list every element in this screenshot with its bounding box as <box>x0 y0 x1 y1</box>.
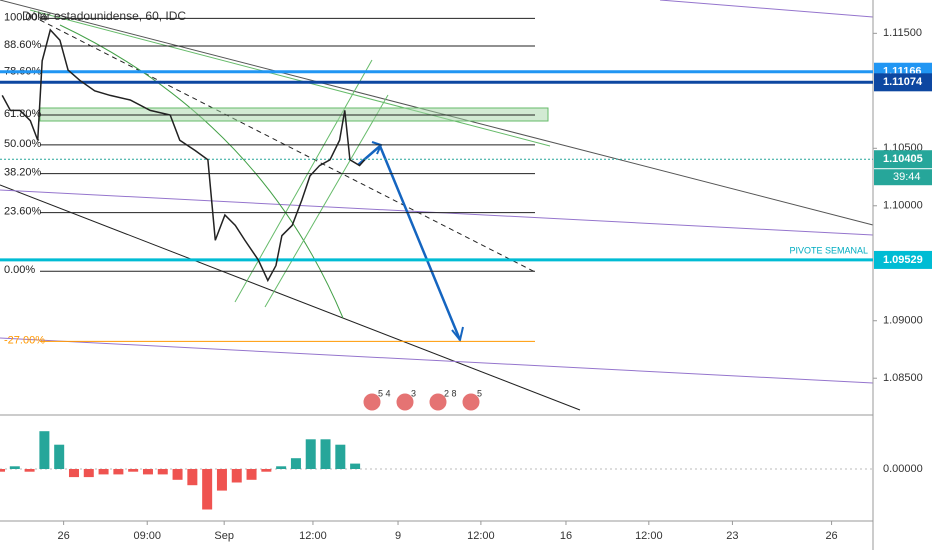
osc-bar <box>276 466 287 469</box>
event-count: 3 <box>411 388 416 398</box>
osc-bar <box>246 469 257 480</box>
event-icon[interactable] <box>461 392 481 412</box>
osc-bar <box>9 466 20 469</box>
fib-label: 50.00% <box>4 138 42 150</box>
y-tick-label: 1.11500 <box>883 27 922 39</box>
price-marker-box <box>874 250 932 269</box>
osc-bar <box>113 469 124 475</box>
osc-bar <box>335 444 346 469</box>
x-tick-label: 16 <box>560 530 572 542</box>
chart-title: Dólar estadounidense, 60, IDC <box>22 9 186 23</box>
x-tick-label: 23 <box>726 530 738 542</box>
osc-bar <box>231 469 242 483</box>
osc-bar <box>68 469 79 478</box>
event-count: 5 <box>477 388 482 398</box>
pivot-label: PIVOTE SEMANAL <box>789 245 868 255</box>
osc-bar <box>261 469 272 472</box>
fib-label: 0.00% <box>4 264 35 276</box>
x-tick-label: 9 <box>395 530 401 542</box>
osc-bar <box>24 469 35 472</box>
y-tick-label: 1.08500 <box>883 372 923 384</box>
countdown: 39:44 <box>893 171 921 183</box>
osc-bar <box>290 458 301 469</box>
osc-bar <box>172 469 183 480</box>
osc-bar <box>98 469 109 475</box>
x-tick-label: Sep <box>214 530 234 542</box>
x-tick-label: 12:00 <box>635 530 663 542</box>
y-tick-label: 1.09000 <box>883 315 923 327</box>
price-marker-label: 1.09529 <box>883 254 923 266</box>
event-count: 5 4 <box>378 388 391 398</box>
countdown-box <box>874 169 932 186</box>
price-marker-box <box>874 73 932 92</box>
y-tick-label: 1.10000 <box>883 200 923 212</box>
fib-label: 88.60% <box>4 39 42 51</box>
osc-bar <box>216 469 227 491</box>
event-count: 2 8 <box>444 388 457 398</box>
fib-label: -27.00% <box>4 334 45 346</box>
event-icon[interactable] <box>362 392 382 412</box>
osc-bar <box>187 469 198 486</box>
x-tick-label: 09:00 <box>133 530 161 542</box>
price-marker-box <box>874 150 932 169</box>
osc-bar <box>202 469 213 510</box>
osc-bar <box>305 439 316 469</box>
fib-label: 100.00% <box>4 11 48 23</box>
x-tick-label: 26 <box>58 530 70 542</box>
x-tick-label: 12:00 <box>299 530 327 542</box>
fib-label: 23.60% <box>4 206 42 218</box>
osc-bar <box>39 431 50 469</box>
x-tick-label: 26 <box>825 530 837 542</box>
osc-tick-label: 0.00000 <box>883 463 923 475</box>
osc-bar <box>157 469 168 475</box>
price-marker-label: 1.10405 <box>883 153 923 165</box>
osc-bar <box>128 469 139 472</box>
osc-bar <box>83 469 94 478</box>
event-icon[interactable] <box>395 392 415 412</box>
osc-bar <box>350 463 361 469</box>
fib-label: 38.20% <box>4 166 42 178</box>
osc-bar <box>54 444 65 469</box>
x-tick-label: 12:00 <box>467 530 495 542</box>
price-marker-label: 1.11074 <box>883 76 923 88</box>
event-icon[interactable] <box>428 392 448 412</box>
osc-bar <box>0 469 5 472</box>
price-line-series <box>1 28 366 283</box>
osc-bar <box>320 439 331 469</box>
osc-bar <box>142 469 153 475</box>
